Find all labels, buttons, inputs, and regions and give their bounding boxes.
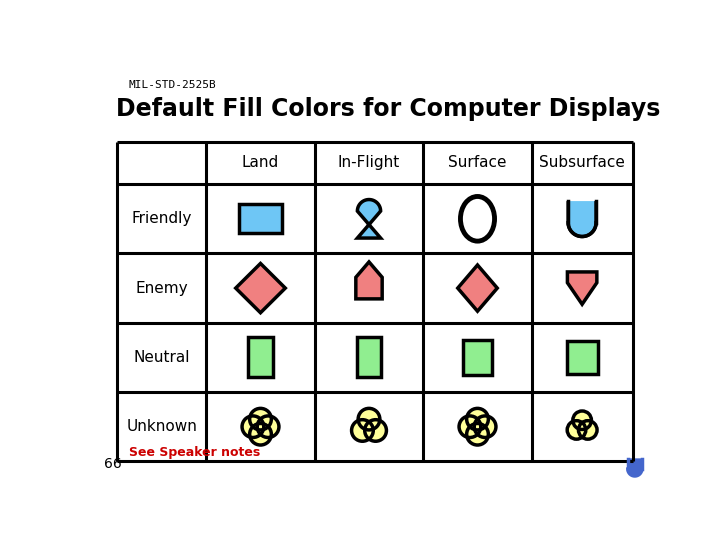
- Text: In-Flight: In-Flight: [338, 156, 400, 171]
- Circle shape: [459, 416, 481, 437]
- Circle shape: [578, 421, 597, 439]
- Text: Subsurface: Subsurface: [539, 156, 625, 171]
- Polygon shape: [458, 265, 498, 311]
- Bar: [248, 338, 273, 377]
- Circle shape: [358, 408, 380, 430]
- Circle shape: [250, 408, 271, 430]
- Text: See Speaker notes: See Speaker notes: [129, 446, 260, 459]
- Text: Default Fill Colors for Computer Displays: Default Fill Colors for Computer Display…: [116, 97, 660, 121]
- Text: Friendly: Friendly: [132, 211, 192, 226]
- Bar: [239, 204, 282, 233]
- Text: Land: Land: [242, 156, 279, 171]
- Polygon shape: [357, 200, 381, 238]
- Text: Neutral: Neutral: [133, 350, 190, 365]
- Text: 66: 66: [104, 457, 122, 471]
- Circle shape: [351, 420, 373, 441]
- Text: Surface: Surface: [449, 156, 507, 171]
- Text: Enemy: Enemy: [135, 281, 188, 295]
- Bar: [463, 340, 492, 375]
- Circle shape: [250, 423, 271, 445]
- Bar: [567, 341, 598, 374]
- Text: Unknown: Unknown: [126, 419, 197, 434]
- Circle shape: [567, 421, 586, 439]
- Polygon shape: [567, 272, 597, 304]
- Circle shape: [467, 408, 488, 430]
- Circle shape: [365, 420, 387, 441]
- Circle shape: [467, 423, 488, 445]
- Circle shape: [474, 416, 496, 437]
- Polygon shape: [628, 459, 642, 476]
- Polygon shape: [235, 264, 285, 313]
- Polygon shape: [356, 262, 382, 299]
- Bar: [357, 338, 381, 377]
- Circle shape: [242, 416, 264, 437]
- Circle shape: [573, 411, 591, 429]
- Ellipse shape: [461, 197, 495, 241]
- Circle shape: [257, 416, 279, 437]
- Polygon shape: [568, 201, 596, 237]
- Text: MIL-STD-2525B: MIL-STD-2525B: [129, 80, 217, 90]
